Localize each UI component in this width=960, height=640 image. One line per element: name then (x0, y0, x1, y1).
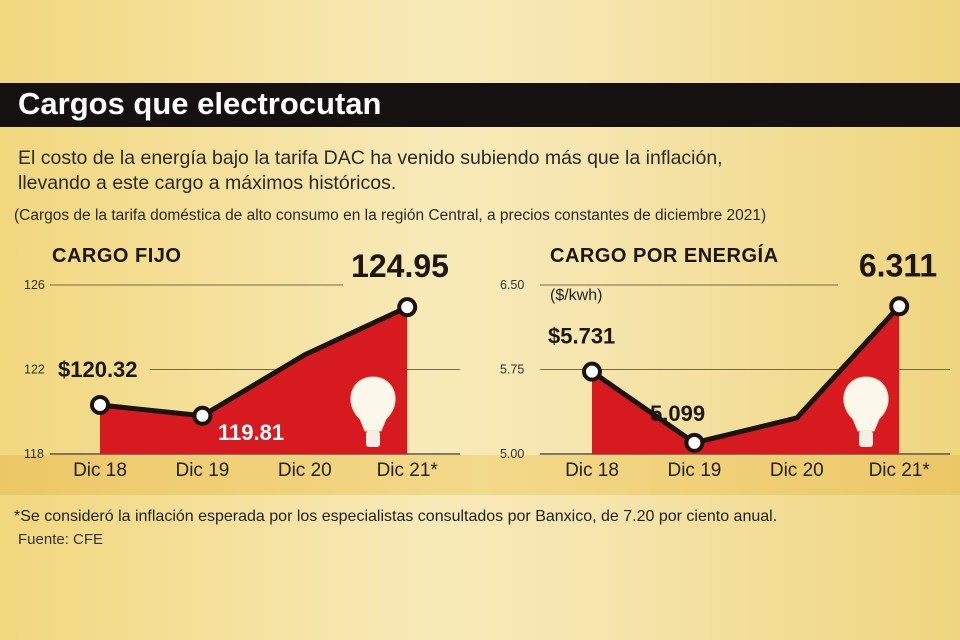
chart-note: (Cargos de la tarifa doméstica de alto c… (14, 207, 767, 224)
x-tick-label: Dic 21* (869, 460, 931, 481)
data-point (192, 405, 213, 426)
chart-title: CARGO FIJO (52, 245, 181, 267)
lightbulb-base-icon (366, 431, 380, 447)
data-label: $120.32 (58, 357, 138, 382)
area-fill (592, 306, 900, 454)
data-point (889, 296, 910, 317)
page-title: Cargos que electrocutan (18, 86, 382, 121)
data-label: 5.099 (650, 401, 705, 426)
y-tick-label: 122 (24, 363, 45, 377)
y-tick-label: 5.00 (500, 447, 524, 461)
title-bar (0, 83, 960, 127)
x-tick-label: Dic 20 (278, 460, 332, 481)
y-tick-label: 5.75 (500, 363, 524, 377)
series-line (590, 304, 902, 446)
x-axis-band (0, 455, 960, 495)
data-label: 119.81 (218, 420, 284, 445)
source: Fuente: CFE (18, 531, 104, 548)
x-tick-label: Dic 19 (667, 460, 721, 481)
x-tick-label: Dic 20 (770, 460, 824, 481)
subtitle-line-1: El costo de la energía bajo la tarifa DA… (18, 147, 723, 169)
data-label: 6.311 (859, 247, 937, 283)
data-point (684, 432, 705, 453)
data-label: 124.95 (351, 248, 449, 284)
footnote: *Se consideró la inflación esperada por … (14, 508, 778, 525)
data-label: $5.731 (548, 324, 615, 349)
lightbulb-base-icon (859, 431, 873, 447)
subtitle: El costo de la energía bajo la tarifa DA… (18, 146, 918, 196)
series-line (99, 304, 409, 419)
x-tick-label: Dic 19 (175, 460, 229, 481)
lightbulb-icon (350, 376, 396, 432)
lightbulb-icon (843, 376, 889, 432)
x-tick-label: Dic 21* (377, 460, 439, 481)
chart-title: CARGO POR ENERGÍA (550, 244, 779, 267)
y-tick-label: 6.50 (500, 278, 524, 292)
subtitle-line-2: llevando a este cargo a máximos históric… (18, 172, 397, 194)
data-point (582, 361, 602, 382)
unit-label: ($/kwh) (550, 287, 602, 304)
data-point (397, 297, 418, 318)
x-tick-label: Dic 18 (73, 460, 127, 481)
x-tick-label: Dic 18 (565, 460, 619, 481)
y-tick-label: 126 (24, 278, 45, 292)
data-point (90, 394, 110, 415)
y-tick-label: 118 (24, 447, 44, 461)
